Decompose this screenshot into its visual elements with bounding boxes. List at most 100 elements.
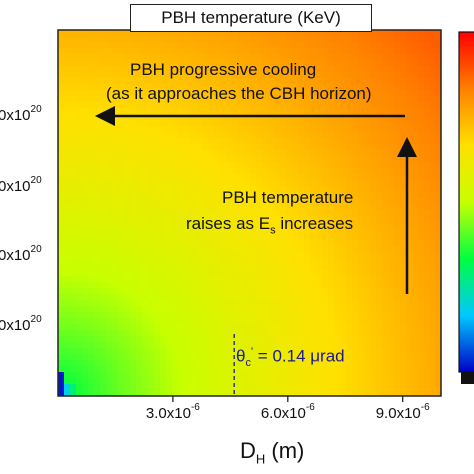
heatmap-cell <box>352 132 359 139</box>
heatmap-cell <box>358 54 365 61</box>
heatmap-cell <box>202 192 209 199</box>
heatmap-cell <box>292 30 299 37</box>
heatmap-cell <box>382 36 389 43</box>
heatmap-cell <box>226 84 233 91</box>
heatmap-cell <box>418 270 425 277</box>
heatmap-cell <box>64 102 71 109</box>
heatmap-cell <box>136 228 143 235</box>
heatmap-cell <box>184 300 191 307</box>
heatmap-cell <box>310 342 317 349</box>
heatmap-cell <box>172 150 179 157</box>
heatmap-cell <box>64 390 71 396</box>
heatmap-cell <box>184 78 191 85</box>
heatmap-cell <box>262 342 269 349</box>
heatmap-cell <box>292 336 299 343</box>
heatmap-cell <box>328 318 335 325</box>
heatmap-cell <box>100 324 107 331</box>
heatmap-cell <box>100 54 107 61</box>
heatmap-cell <box>346 168 353 175</box>
heatmap-cell <box>340 222 347 229</box>
heatmap-cell <box>142 84 149 91</box>
heatmap-cell <box>220 78 227 85</box>
heatmap-cell <box>112 312 119 319</box>
heatmap-cell <box>226 258 233 265</box>
heatmap-cell <box>142 60 149 67</box>
heatmap-cell <box>250 390 257 396</box>
heatmap-cell <box>256 42 263 49</box>
heatmap-cell <box>136 78 143 85</box>
heatmap-cell <box>130 372 137 379</box>
heatmap-cell <box>112 360 119 367</box>
heatmap-cell <box>172 144 179 151</box>
heatmap-cell <box>346 342 353 349</box>
heatmap-cell <box>358 48 365 55</box>
heatmap-cell <box>238 132 245 139</box>
heatmap-cell <box>394 384 401 391</box>
heatmap-cell <box>250 54 257 61</box>
heatmap-cell <box>196 192 203 199</box>
heatmap-cell <box>280 384 287 391</box>
heatmap-cell <box>124 36 131 43</box>
heatmap-cell <box>100 282 107 289</box>
x-tick-exponent: -6 <box>190 402 200 413</box>
heatmap-cell <box>322 36 329 43</box>
heatmap-cell <box>292 264 299 271</box>
heatmap-cell <box>58 342 65 349</box>
heatmap-cell <box>178 168 185 175</box>
heatmap-cell <box>64 198 71 205</box>
heatmap-cell <box>268 336 275 343</box>
heatmap-cell <box>76 312 83 319</box>
heatmap-cell <box>322 120 329 127</box>
heatmap-cell <box>406 384 413 391</box>
heatmap-cell <box>244 258 251 265</box>
heatmap-cell <box>238 54 245 61</box>
heatmap-cell <box>328 108 335 115</box>
heatmap-cell <box>346 282 353 289</box>
heatmap-cell <box>436 318 441 325</box>
heatmap-cell <box>238 258 245 265</box>
heatmap-cell <box>352 276 359 283</box>
heatmap-cell <box>106 300 113 307</box>
heatmap-cell <box>178 90 185 97</box>
heatmap-cell <box>364 234 371 241</box>
heatmap-cell <box>190 168 197 175</box>
heatmap-cell <box>298 300 305 307</box>
heatmap-cell <box>244 384 251 391</box>
heatmap-cell <box>388 354 395 361</box>
heatmap-cell <box>172 276 179 283</box>
heatmap-cell <box>88 156 95 163</box>
heatmap-cell <box>436 174 441 181</box>
heatmap-cell <box>322 102 329 109</box>
heatmap-cell <box>208 228 215 235</box>
heatmap-cell <box>178 336 185 343</box>
heatmap-cell <box>148 30 155 37</box>
heatmap-cell <box>376 246 383 253</box>
heatmap-cell <box>166 324 173 331</box>
heatmap-cell <box>382 90 389 97</box>
heatmap-cell <box>154 42 161 49</box>
heatmap-cell <box>268 36 275 43</box>
heatmap-cell <box>82 366 89 373</box>
heatmap-cell <box>172 102 179 109</box>
heatmap-cell <box>298 210 305 217</box>
heatmap-cell <box>124 282 131 289</box>
heatmap-cell <box>76 156 83 163</box>
heatmap-cell <box>310 36 317 43</box>
heatmap-cell <box>268 72 275 79</box>
heatmap-cell <box>190 348 197 355</box>
heatmap-cell <box>178 222 185 229</box>
heatmap-cell <box>196 294 203 301</box>
heatmap-cell <box>352 324 359 331</box>
heatmap-cell <box>322 96 329 103</box>
heatmap-cell <box>310 30 317 37</box>
heatmap-cell <box>64 240 71 247</box>
heatmap-cell <box>238 354 245 361</box>
heatmap-cell <box>412 306 419 313</box>
heatmap-cell <box>136 156 143 163</box>
heatmap-cell <box>82 390 89 396</box>
heatmap-cell <box>286 150 293 157</box>
heatmap-cell <box>430 372 437 379</box>
heatmap-cell <box>82 84 89 91</box>
heatmap-cell <box>424 174 431 181</box>
heatmap-cell <box>424 318 431 325</box>
